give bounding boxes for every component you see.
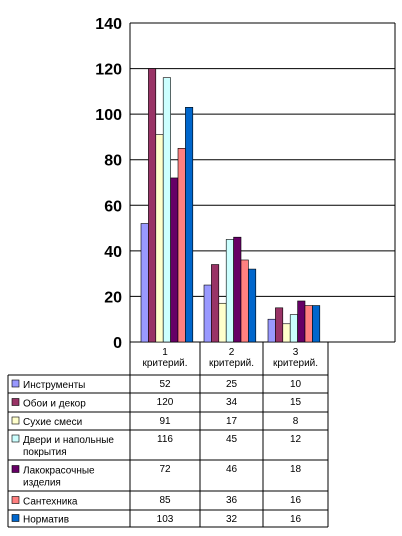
bar: [211, 264, 220, 343]
bars: [140, 68, 321, 343]
bar: [218, 302, 227, 343]
y-tick-label: 140: [95, 16, 122, 33]
table-value: 36: [226, 495, 238, 506]
category-label: критерий.: [142, 358, 187, 369]
series-name: Норматив: [23, 515, 69, 526]
table-value: 15: [290, 397, 302, 408]
table-value: 85: [159, 495, 171, 506]
legend-key: [11, 496, 20, 504]
table-value: 91: [159, 416, 171, 427]
table-value: 18: [290, 464, 302, 475]
legend-key: [11, 379, 20, 388]
bar: [297, 300, 306, 343]
y-tick-label: 20: [104, 289, 122, 306]
table-value: 16: [290, 514, 302, 525]
series-name: Двери и напольные: [23, 435, 114, 446]
y-tick-label: 120: [95, 62, 122, 79]
table-value: 10: [290, 379, 302, 390]
bar: [312, 305, 321, 343]
y-tick-label: 80: [104, 153, 122, 170]
table-value: 45: [226, 434, 238, 445]
bar: [289, 314, 298, 343]
bar: [177, 148, 186, 343]
table-value: 25: [226, 379, 238, 390]
bar: [155, 134, 164, 343]
table-value: 32: [226, 514, 238, 525]
table-value: 116: [157, 434, 173, 445]
bar: [203, 284, 212, 343]
table-value: 72: [159, 464, 171, 475]
legend-key: [11, 398, 20, 406]
table-value: 52: [159, 379, 171, 390]
series-name: Сухие смеси: [23, 417, 82, 428]
y-tick-label: 40: [104, 244, 122, 261]
table-value: 8: [293, 416, 299, 427]
legend-key: [11, 514, 20, 522]
category-label: критерий.: [209, 358, 254, 369]
category-label: критерий.: [273, 358, 318, 369]
y-tick-label: 0: [113, 335, 122, 352]
bar: [282, 323, 291, 343]
table-value: 103: [157, 514, 174, 525]
bar: [162, 77, 171, 343]
series-name: Сантехника: [23, 497, 78, 508]
bar: [248, 268, 257, 343]
series-name: Лакокрасочные: [23, 466, 95, 477]
category-label: 2: [229, 347, 235, 358]
table-value: 17: [226, 416, 238, 427]
table-value: 120: [157, 397, 174, 408]
bar: [140, 223, 149, 343]
bar: [304, 305, 313, 343]
series-name: Инструменты: [23, 380, 85, 391]
series-name: Обои и декор: [23, 398, 86, 410]
bar: [275, 307, 284, 343]
bar: [240, 259, 249, 343]
bar: [267, 318, 276, 343]
bar: [233, 236, 242, 343]
legend-key: [11, 434, 20, 443]
table-value: 16: [290, 495, 302, 506]
table-value: 34: [226, 397, 238, 408]
series-name: изделия: [23, 478, 61, 489]
bar: [170, 177, 179, 343]
bar: [225, 239, 234, 343]
series-name: покрытия: [23, 447, 67, 458]
category-label: 3: [293, 347, 299, 358]
bar: [148, 68, 157, 343]
y-axis: 0 20 40 60 80 100 120 140: [95, 16, 122, 352]
table-value: 12: [290, 434, 302, 445]
category-label: 1: [162, 347, 168, 358]
legend-key: [11, 416, 20, 425]
legend-key: [11, 465, 20, 473]
y-tick-label: 100: [95, 107, 122, 124]
data-table: 1критерий.2критерий.3критерий.Инструмент…: [7, 342, 329, 528]
y-tick-label: 60: [104, 198, 122, 215]
bar: [185, 107, 194, 343]
table-value: 46: [226, 464, 238, 475]
